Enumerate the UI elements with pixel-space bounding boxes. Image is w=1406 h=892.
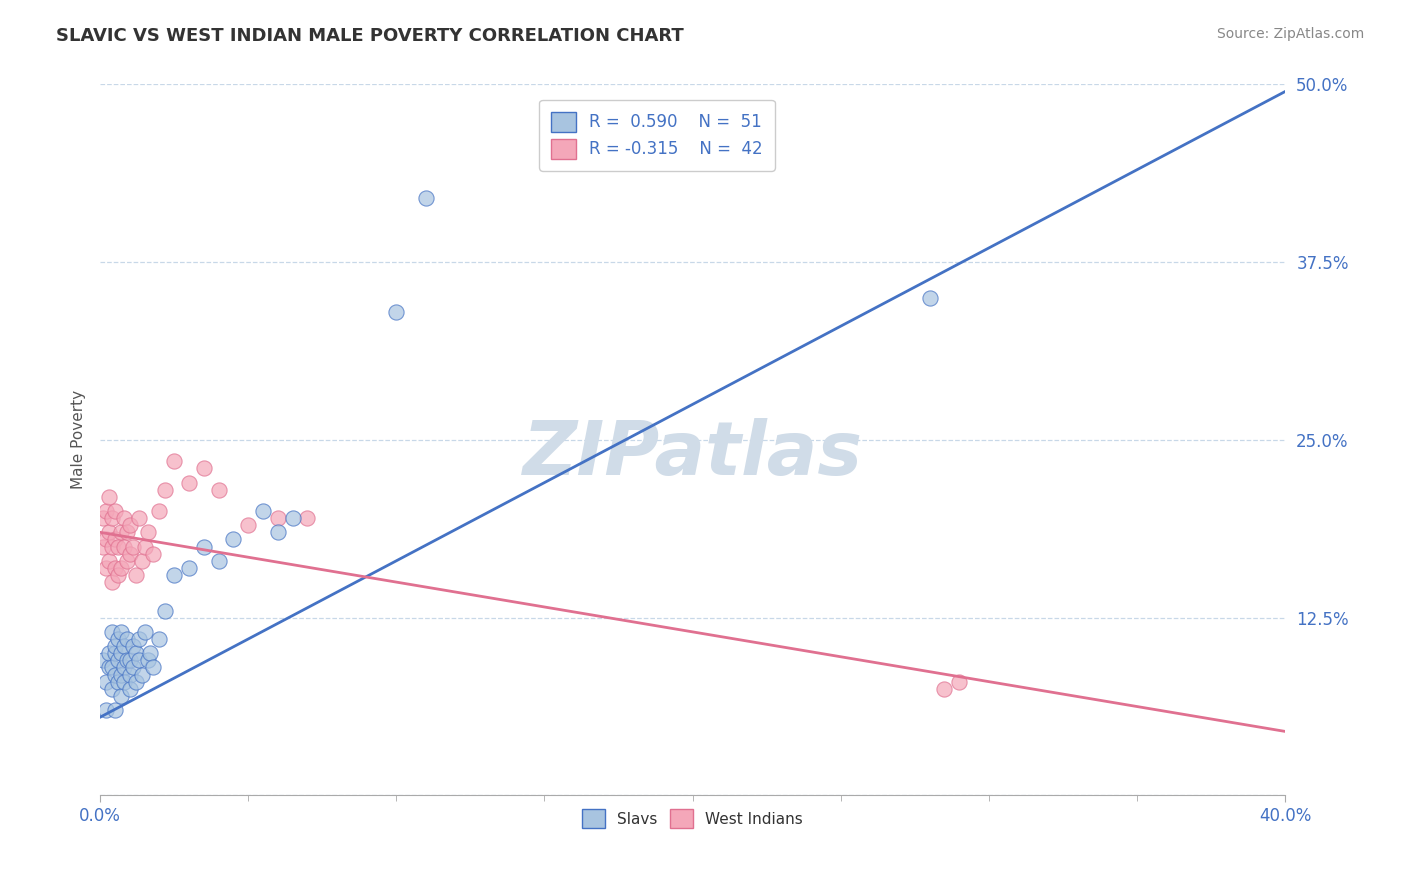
Point	[139, 646, 162, 660]
Point	[142, 547, 165, 561]
Point	[107, 540, 129, 554]
Point	[112, 660, 135, 674]
Point	[101, 660, 124, 674]
Point	[98, 646, 121, 660]
Text: ZIPatlas: ZIPatlas	[523, 417, 863, 491]
Legend: Slavs, West Indians: Slavs, West Indians	[576, 803, 808, 834]
Point	[134, 540, 156, 554]
Point	[142, 660, 165, 674]
Point	[104, 667, 127, 681]
Point	[115, 554, 138, 568]
Point	[385, 305, 408, 319]
Point	[110, 525, 132, 540]
Point	[91, 653, 114, 667]
Point	[124, 568, 146, 582]
Point	[107, 653, 129, 667]
Point	[101, 681, 124, 696]
Point	[207, 483, 229, 497]
Point	[177, 561, 200, 575]
Point	[134, 624, 156, 639]
Point	[101, 624, 124, 639]
Point	[193, 540, 215, 554]
Point	[124, 646, 146, 660]
Point	[148, 504, 170, 518]
Point	[128, 653, 150, 667]
Point	[948, 674, 970, 689]
Point	[104, 561, 127, 575]
Point	[118, 518, 141, 533]
Point	[415, 191, 437, 205]
Point	[155, 603, 177, 617]
Y-axis label: Male Poverty: Male Poverty	[72, 391, 86, 490]
Point	[155, 483, 177, 497]
Point	[101, 511, 124, 525]
Point	[98, 490, 121, 504]
Point	[110, 624, 132, 639]
Point	[297, 511, 319, 525]
Point	[267, 525, 290, 540]
Point	[101, 575, 124, 590]
Point	[101, 540, 124, 554]
Point	[118, 667, 141, 681]
Point	[91, 540, 114, 554]
Point	[131, 667, 153, 681]
Point	[128, 511, 150, 525]
Point	[121, 540, 143, 554]
Point	[124, 674, 146, 689]
Point	[98, 660, 121, 674]
Point	[94, 674, 117, 689]
Point	[222, 533, 245, 547]
Point	[163, 568, 186, 582]
Point	[112, 674, 135, 689]
Point	[98, 525, 121, 540]
Point	[281, 511, 304, 525]
Point	[252, 504, 274, 518]
Point	[128, 632, 150, 646]
Point	[177, 475, 200, 490]
Point	[238, 518, 260, 533]
Point	[112, 540, 135, 554]
Point	[118, 547, 141, 561]
Point	[118, 653, 141, 667]
Point	[267, 511, 290, 525]
Point	[107, 632, 129, 646]
Point	[104, 646, 127, 660]
Point	[104, 703, 127, 717]
Point	[104, 504, 127, 518]
Point	[94, 504, 117, 518]
Point	[193, 461, 215, 475]
Text: SLAVIC VS WEST INDIAN MALE POVERTY CORRELATION CHART: SLAVIC VS WEST INDIAN MALE POVERTY CORRE…	[56, 27, 683, 45]
Point	[121, 660, 143, 674]
Point	[207, 554, 229, 568]
Point	[110, 646, 132, 660]
Point	[110, 561, 132, 575]
Point	[115, 632, 138, 646]
Point	[131, 554, 153, 568]
Point	[115, 653, 138, 667]
Point	[94, 703, 117, 717]
Point	[91, 511, 114, 525]
Point	[136, 525, 159, 540]
Point	[94, 561, 117, 575]
Point	[104, 533, 127, 547]
Point	[112, 511, 135, 525]
Point	[121, 639, 143, 653]
Point	[148, 632, 170, 646]
Point	[110, 667, 132, 681]
Point	[104, 639, 127, 653]
Point	[118, 681, 141, 696]
Point	[94, 533, 117, 547]
Point	[110, 689, 132, 703]
Point	[918, 291, 941, 305]
Point	[136, 653, 159, 667]
Point	[107, 674, 129, 689]
Point	[934, 681, 956, 696]
Point	[98, 554, 121, 568]
Point	[115, 525, 138, 540]
Point	[107, 568, 129, 582]
Point	[112, 639, 135, 653]
Text: Source: ZipAtlas.com: Source: ZipAtlas.com	[1216, 27, 1364, 41]
Point	[163, 454, 186, 468]
